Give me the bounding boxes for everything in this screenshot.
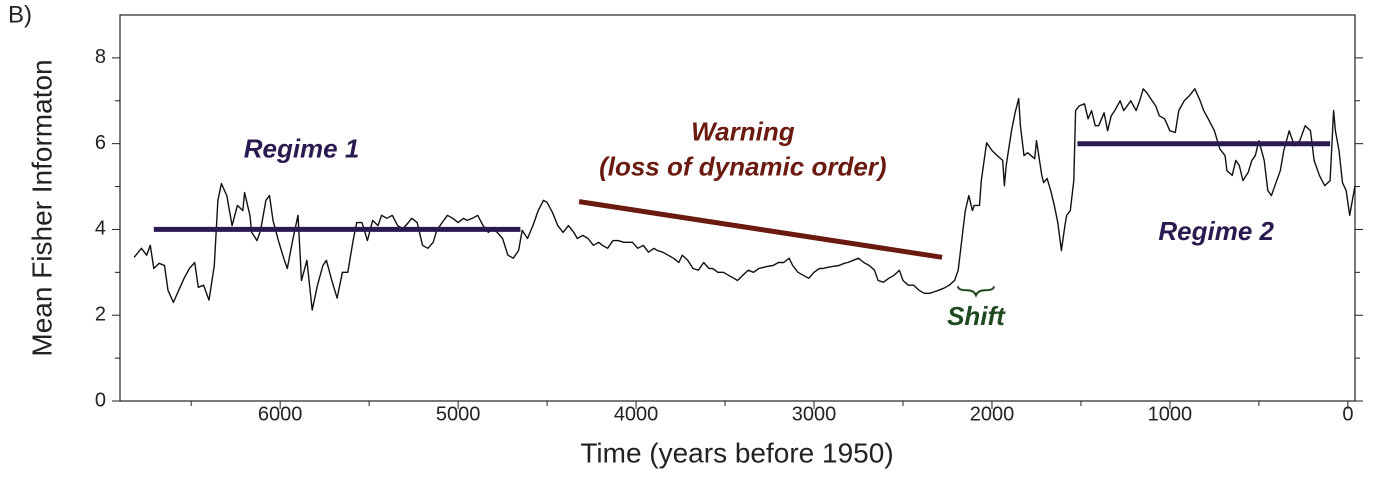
y-tick-label: 0 (95, 389, 106, 411)
x-tick-label: 1000 (1148, 403, 1193, 425)
annotation: Warning (691, 117, 795, 147)
x-tick-label: 2000 (970, 403, 1015, 425)
annotation: Regime 2 (1158, 216, 1274, 246)
x-axis-label: Time (years before 1950) (580, 437, 893, 468)
annotation-line (578, 199, 943, 260)
y-tick-label: 4 (95, 218, 106, 240)
y-tick-label: 6 (95, 132, 106, 154)
y-tick-label: 2 (95, 304, 106, 326)
plot-frame (119, 14, 1356, 402)
x-tick-label: 3000 (792, 403, 837, 425)
annotation: Regime 1 (244, 133, 360, 163)
y-axis-label: Mean Fisher Informaton (26, 59, 57, 356)
x-tick-label: 0 (1342, 403, 1353, 425)
x-tick-label: 6000 (258, 403, 303, 425)
annotation: Shift (947, 301, 1006, 331)
data-line (133, 88, 1356, 311)
y-tick-label: 8 (95, 46, 106, 68)
shift-brace (956, 286, 995, 298)
x-tick-label: 5000 (436, 403, 481, 425)
panel-label: B) (8, 1, 32, 28)
x-tick-label: 4000 (614, 403, 659, 425)
annotation: (loss of dynamic order) (599, 151, 887, 181)
